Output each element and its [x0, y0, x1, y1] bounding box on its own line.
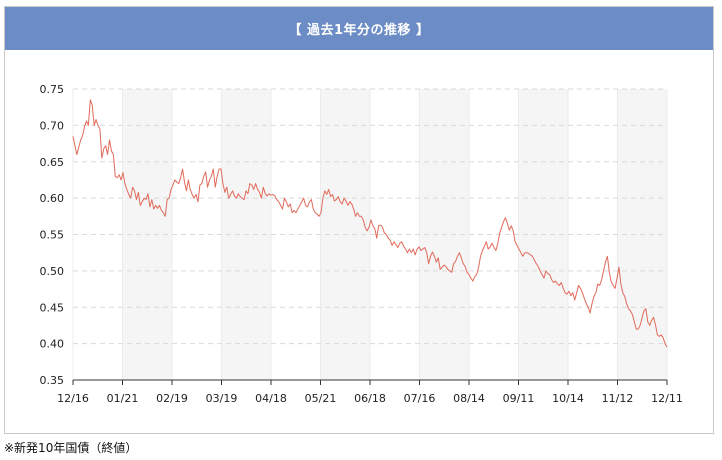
chart-panel: 【 過去1年分の推移 】 0.35 0.40 0.45 0.50 0.55 0.60 0.6… — [4, 6, 714, 434]
x-tick-label: 03/19 — [206, 392, 238, 405]
x-tick-label: 12/11 — [651, 392, 683, 405]
chart-footnote: ※新発10年国債（終値） — [4, 441, 138, 455]
y-tick-label: 0.40 — [40, 338, 65, 351]
y-tick-label: 0.50 — [40, 265, 65, 278]
x-tick-label: 08/14 — [453, 392, 485, 405]
series-line — [72, 99, 668, 348]
x-tick-label: 09/11 — [503, 392, 535, 405]
y-tick-label: 0.70 — [40, 119, 65, 132]
x-tick-label: 02/19 — [156, 392, 188, 405]
y-tick-label: 0.45 — [40, 301, 65, 314]
x-tick-label: 11/12 — [602, 392, 634, 405]
x-tick-label: 10/14 — [552, 392, 584, 405]
y-tick-label: 0.35 — [40, 374, 65, 387]
chart-header: 【 過去1年分の推移 】 — [5, 7, 713, 50]
y-tick-label: 0.75 — [40, 83, 65, 96]
x-tick-label: 05/21 — [305, 392, 337, 405]
y-tick-label: 0.60 — [40, 192, 65, 205]
y-tick-label: 0.55 — [40, 229, 65, 242]
y-tick-label: 0.65 — [40, 156, 65, 169]
line-chart: 0.35 0.40 0.45 0.50 0.55 0.60 0.65 0.70 0.75 12/1… — [40, 83, 683, 405]
x-tick-label: 07/16 — [404, 392, 436, 405]
x-tick-label: 12/16 — [57, 392, 89, 405]
x-tick-label: 06/18 — [354, 392, 386, 405]
x-tick-label: 01/21 — [107, 392, 139, 405]
x-tick-label: 04/18 — [255, 392, 287, 405]
